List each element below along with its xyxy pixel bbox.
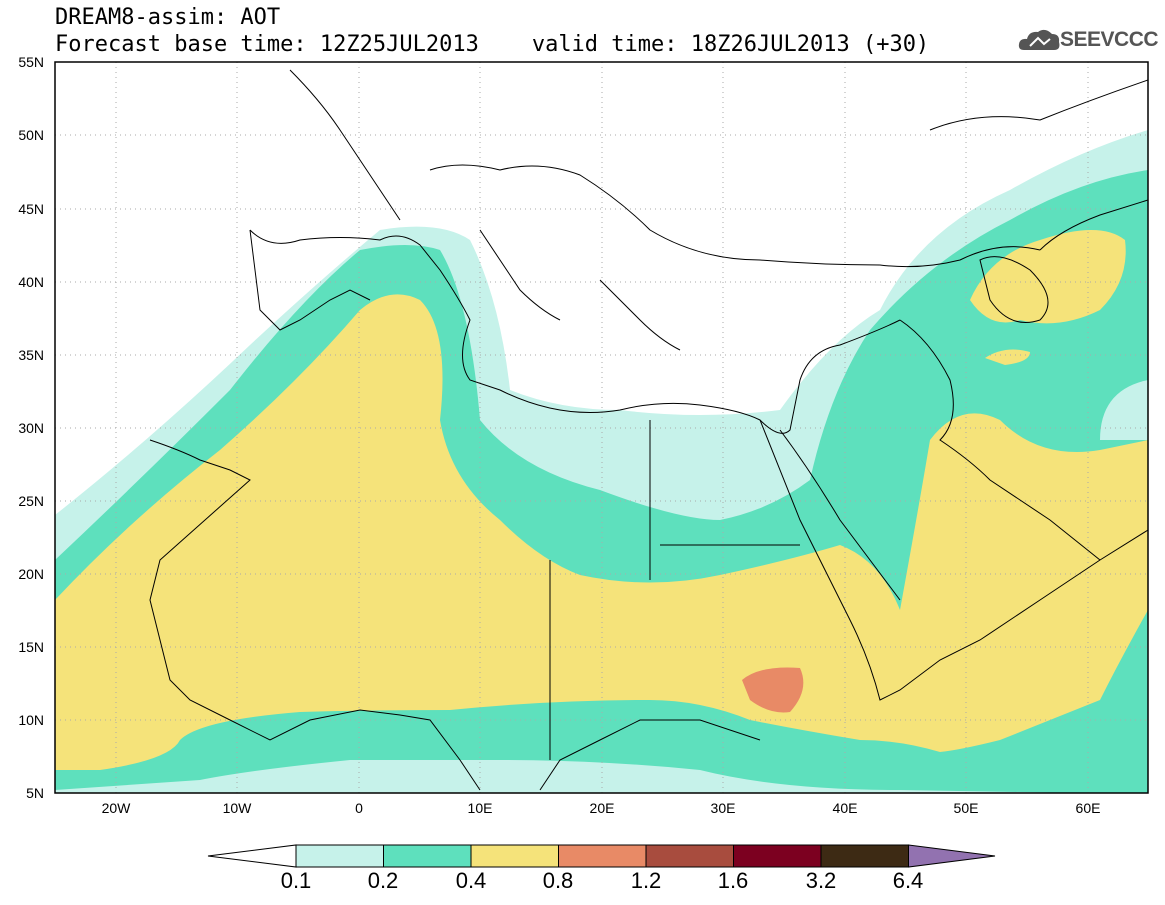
colorbar-label: 1.2 [630, 868, 662, 893]
colorbar-label: 0.1 [280, 868, 312, 893]
colorbar-label: 0.4 [455, 868, 487, 893]
lon-label: 30E [710, 800, 736, 816]
lat-label: 10N [18, 712, 44, 728]
aot-contour-0.4-east [970, 230, 1126, 324]
cloud-icon [1018, 29, 1060, 50]
lat-label: 20N [18, 566, 44, 582]
colorbar-over-triangle [908, 844, 996, 868]
lon-label: 40E [832, 800, 858, 816]
logo: SEEVCCC [1060, 28, 1159, 51]
colorbar-swatch-0.8 [558, 844, 647, 868]
coastlines [149, 69, 1148, 791]
colorbar-under-triangle [207, 844, 297, 868]
lat-label: 45N [18, 201, 44, 217]
lat-label: 50N [18, 127, 44, 143]
map-frame [54, 61, 1149, 794]
colorbar-label: 0.2 [367, 868, 399, 893]
colorbar [207, 844, 996, 868]
aot-contour-0.4-east-small [985, 349, 1030, 365]
map-title: DREAM8-assim: AOT [55, 5, 281, 30]
lon-label: 10W [222, 800, 252, 816]
colorbar-label: 1.6 [717, 868, 749, 893]
lat-label: 35N [18, 347, 44, 363]
lon-label: 20E [589, 800, 615, 816]
lon-label: 20W [101, 800, 131, 816]
lat-label: 55N [18, 54, 44, 70]
lat-label: 5N [26, 785, 44, 801]
colorbar-label: 0.8 [542, 868, 574, 893]
colorbar-swatch-3.2 [820, 844, 909, 868]
lon-label: 0 [355, 800, 363, 816]
lon-label: 50E [953, 800, 979, 816]
colorbar-label: 3.2 [805, 868, 837, 893]
colorbar-swatch-1.6 [733, 844, 822, 868]
lat-label: 25N [18, 493, 44, 509]
colorbar-label: 6.4 [892, 868, 924, 893]
colorbar-swatch-1.2 [645, 844, 734, 868]
lon-label: 10E [467, 800, 493, 816]
lon-label: 60E [1075, 800, 1101, 816]
colorbar-swatch-0.4 [470, 844, 559, 868]
lat-label: 40N [18, 274, 44, 290]
aot-contour-0.4 [55, 294, 1148, 770]
colorbar-swatch-0.2 [383, 844, 472, 868]
colorbar-swatch-0.1 [295, 844, 384, 868]
lat-label: 30N [18, 420, 44, 436]
forecast-times: Forecast base time: 12Z25JUL2013 valid t… [55, 32, 930, 57]
aot-contour-0.8 [742, 667, 804, 713]
lat-label: 15N [18, 639, 44, 655]
